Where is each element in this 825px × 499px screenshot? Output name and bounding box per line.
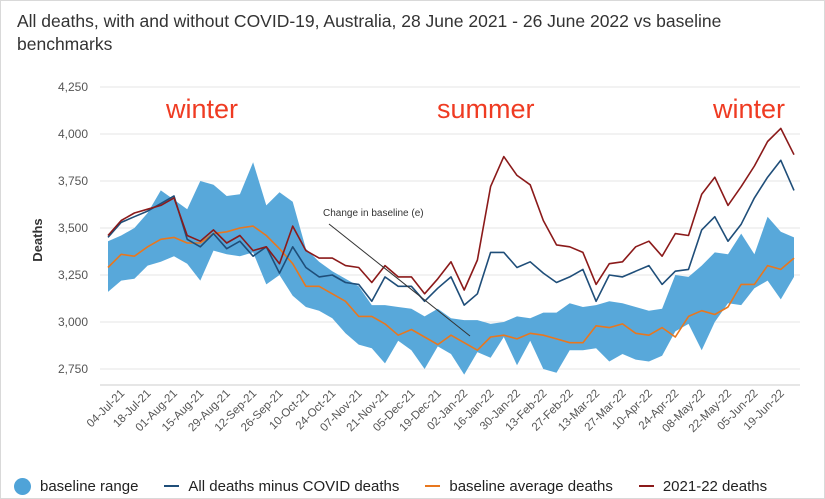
season-label-winter-2: winter bbox=[712, 94, 785, 124]
legend-label: baseline range bbox=[40, 477, 139, 495]
legend-item-all-minus-covid[interactable]: All deaths minus COVID deaths bbox=[164, 478, 399, 495]
annotation-arrow bbox=[328, 223, 471, 337]
chart-title: All deaths, with and without COVID-19, A… bbox=[17, 11, 722, 54]
annotation-change-in-baseline: Change in baseline (e) bbox=[323, 208, 424, 219]
legend-item-baseline-range[interactable]: baseline range bbox=[14, 477, 139, 495]
deaths-2021-22-swatch bbox=[638, 485, 654, 487]
y-tick-label: 4,250 bbox=[58, 80, 88, 94]
y-tick-labels: 2,750 3,000 3,250 3,500 3,750 4,000 4,250 bbox=[58, 80, 88, 376]
series-2021-22-deaths bbox=[107, 127, 795, 295]
x-tick-labels: 04-Jul-2118-Jul-2101-Aug-2115-Aug-2129-A… bbox=[85, 388, 787, 435]
y-tick-label: 3,500 bbox=[58, 221, 88, 235]
series-layer bbox=[107, 127, 795, 375]
legend: baseline range All deaths minus COVID de… bbox=[14, 476, 793, 496]
y-tick-label: 3,250 bbox=[58, 268, 88, 282]
y-tick-label: 4,000 bbox=[58, 127, 88, 141]
baseline-average-swatch bbox=[425, 485, 441, 487]
y-tick-label: 3,750 bbox=[58, 174, 88, 188]
legend-item-2021-22-deaths[interactable]: 2021-22 deaths bbox=[638, 477, 768, 495]
series-all-deaths-minus-covid bbox=[107, 159, 795, 306]
baseline-range-swatch bbox=[14, 477, 31, 495]
season-label-summer: summer bbox=[437, 94, 535, 124]
y-tick-label: 3,000 bbox=[58, 315, 88, 329]
legend-label: 2021-22 deaths bbox=[662, 477, 768, 495]
annotation-layer: winter summer winter Change in baseline … bbox=[165, 94, 785, 337]
legend-label: baseline average deaths bbox=[449, 477, 613, 495]
legend-label: All deaths minus COVID deaths bbox=[188, 477, 400, 495]
y-tick-label: 2,750 bbox=[58, 362, 88, 376]
series-baseline-average bbox=[107, 225, 795, 352]
season-label-winter-1: winter bbox=[165, 94, 238, 124]
all-minus-covid-swatch bbox=[164, 485, 180, 487]
legend-item-baseline-average[interactable]: baseline average deaths bbox=[425, 477, 613, 495]
series-baseline-range bbox=[108, 162, 794, 375]
y-axis-label: Deaths bbox=[30, 218, 45, 261]
